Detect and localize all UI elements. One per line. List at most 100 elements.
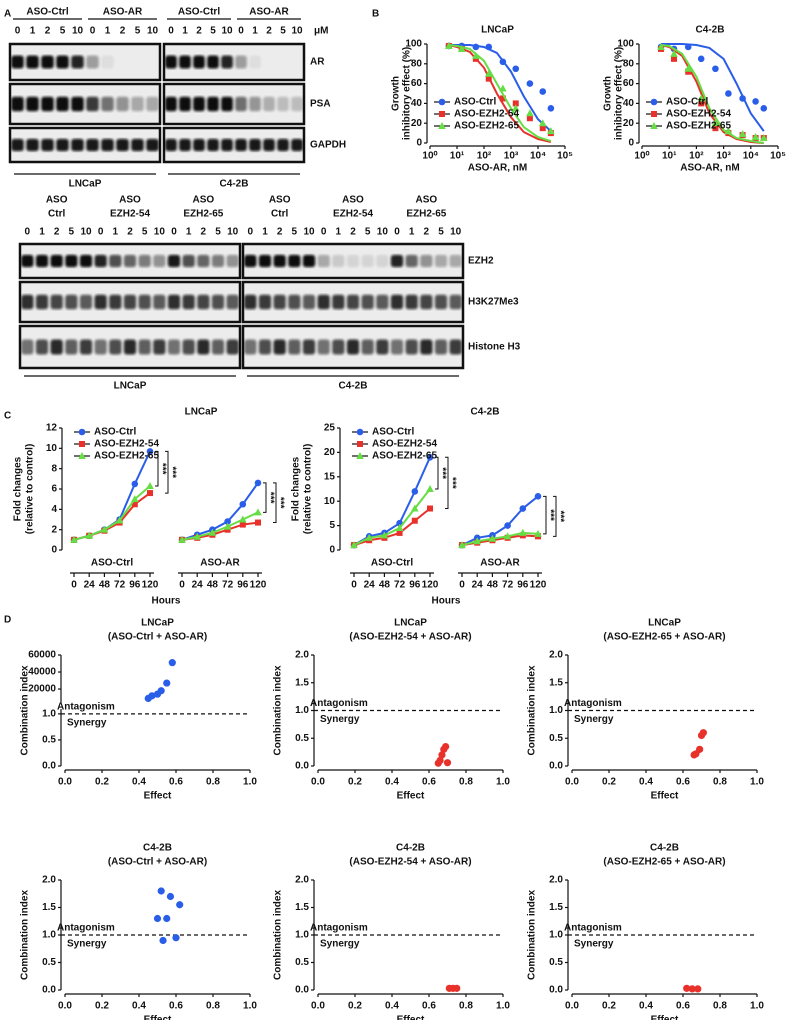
dose-label: 2 xyxy=(196,26,202,37)
marker xyxy=(411,488,419,495)
blot-band xyxy=(197,254,210,268)
dose-label: 0 xyxy=(15,26,21,37)
x-tick-label: 10² xyxy=(689,151,704,162)
blot-band xyxy=(193,96,205,112)
blot-band xyxy=(434,339,448,355)
legend-marker xyxy=(78,452,86,459)
band-label: AR xyxy=(310,57,325,68)
blot-band xyxy=(258,339,272,355)
blot-band xyxy=(56,138,69,152)
marker xyxy=(539,125,546,132)
y-axis-label: (relative to control) xyxy=(303,444,314,535)
marker xyxy=(751,133,760,141)
chart-title: LNCaP xyxy=(394,618,427,629)
y-tick-label: 2.0 xyxy=(549,875,563,886)
x-tick-label: 1.0 xyxy=(496,1001,510,1012)
dose-label: 0 xyxy=(394,227,400,238)
group-label: ASO-Ctrl xyxy=(26,7,68,18)
point xyxy=(157,887,165,895)
group-label: ASO xyxy=(342,195,364,206)
blot-frame xyxy=(162,42,306,82)
dose-label: 1 xyxy=(409,227,415,238)
blot-band xyxy=(116,96,129,112)
blot-band xyxy=(221,138,233,152)
blot-band xyxy=(182,339,195,355)
band-label: PSA xyxy=(310,99,331,110)
blot-band xyxy=(249,55,261,69)
x-tick-label: 1.0 xyxy=(243,1001,257,1012)
legend-label: ASO-EZH2-54 xyxy=(372,439,437,450)
dose-label: 2 xyxy=(120,26,126,37)
blot-band xyxy=(35,339,49,355)
y-tick-label: 5 xyxy=(329,520,335,531)
x-tick-label: 96 xyxy=(409,580,421,591)
blot-band xyxy=(109,294,122,310)
y-tick-label: 80 xyxy=(411,58,423,69)
marker xyxy=(146,448,154,455)
blot-band xyxy=(288,254,301,268)
y-tick-label: 1.5 xyxy=(295,677,309,688)
x-tick-label: 120 xyxy=(422,580,439,591)
y-tick-label: 0.0 xyxy=(295,985,309,996)
y-tick-label: 4 xyxy=(51,504,57,515)
marker xyxy=(712,65,719,73)
legend-marker xyxy=(650,122,658,129)
dose-label: 1 xyxy=(39,227,45,238)
x-tick-label: 0.4 xyxy=(639,1001,653,1012)
marker xyxy=(760,105,768,112)
dose-label: 1 xyxy=(182,26,188,37)
x-tick-label: 96 xyxy=(237,580,249,591)
blot-band xyxy=(101,55,114,69)
marker xyxy=(239,500,247,508)
group-label: EZH2-54 xyxy=(333,209,373,220)
marker xyxy=(396,529,403,536)
synergy-label: Synergy xyxy=(320,714,360,725)
y-tick-label: 2.0 xyxy=(42,875,56,886)
x-axis-label: Hours xyxy=(432,596,461,607)
group-label: ASO-AR xyxy=(249,7,289,18)
blot-band xyxy=(273,294,286,310)
blot-band xyxy=(71,138,84,152)
x-tick-label: 0.0 xyxy=(565,1001,579,1012)
blot-band xyxy=(179,138,191,152)
x-tick-label: 24 xyxy=(472,580,484,591)
y-tick-label: 0 xyxy=(628,138,634,149)
y-tick-label: 60 xyxy=(411,78,423,89)
point xyxy=(172,934,180,942)
blot-band xyxy=(101,138,114,152)
x-tick-label: 0.0 xyxy=(58,777,72,788)
point xyxy=(436,756,444,765)
y-tick-label: 1.0 xyxy=(42,709,56,720)
legend-label: ASO-EZH2-54 xyxy=(94,439,159,450)
marker xyxy=(526,109,534,117)
y-tick-label: 0.0 xyxy=(549,985,563,996)
blot-band xyxy=(390,339,404,355)
y-axis-label: Combination index xyxy=(20,890,31,980)
y-tick-label: 20000 xyxy=(28,684,56,695)
significance-label: *** xyxy=(544,509,555,521)
y-tick-label: 10 xyxy=(46,443,58,454)
y-tick-label: 1.5 xyxy=(42,902,56,913)
blot-band xyxy=(165,96,177,112)
x-axis-label: ASO-AR, nM xyxy=(468,163,527,174)
marker xyxy=(411,517,418,524)
y-tick-label: 80 xyxy=(623,58,635,69)
panel-label: B xyxy=(372,9,379,20)
dose-label: 5 xyxy=(438,227,444,238)
significance-label: *** xyxy=(446,477,457,489)
blot-band xyxy=(226,339,239,355)
dose-label: 0 xyxy=(90,26,96,37)
blot-band xyxy=(277,138,289,152)
marker xyxy=(131,501,138,508)
blot-band xyxy=(434,254,448,268)
series-line xyxy=(73,492,151,541)
x-tick-label: 72 xyxy=(394,580,406,591)
y-axis-label: Combination index xyxy=(273,890,284,980)
x-tick-label: 1.0 xyxy=(496,777,510,788)
legend-marker xyxy=(78,428,86,436)
dose-label: 1 xyxy=(186,227,192,238)
blot-band xyxy=(165,55,177,69)
blot-band xyxy=(79,294,93,310)
marker xyxy=(239,515,247,523)
x-tick-label: 24 xyxy=(364,580,376,591)
